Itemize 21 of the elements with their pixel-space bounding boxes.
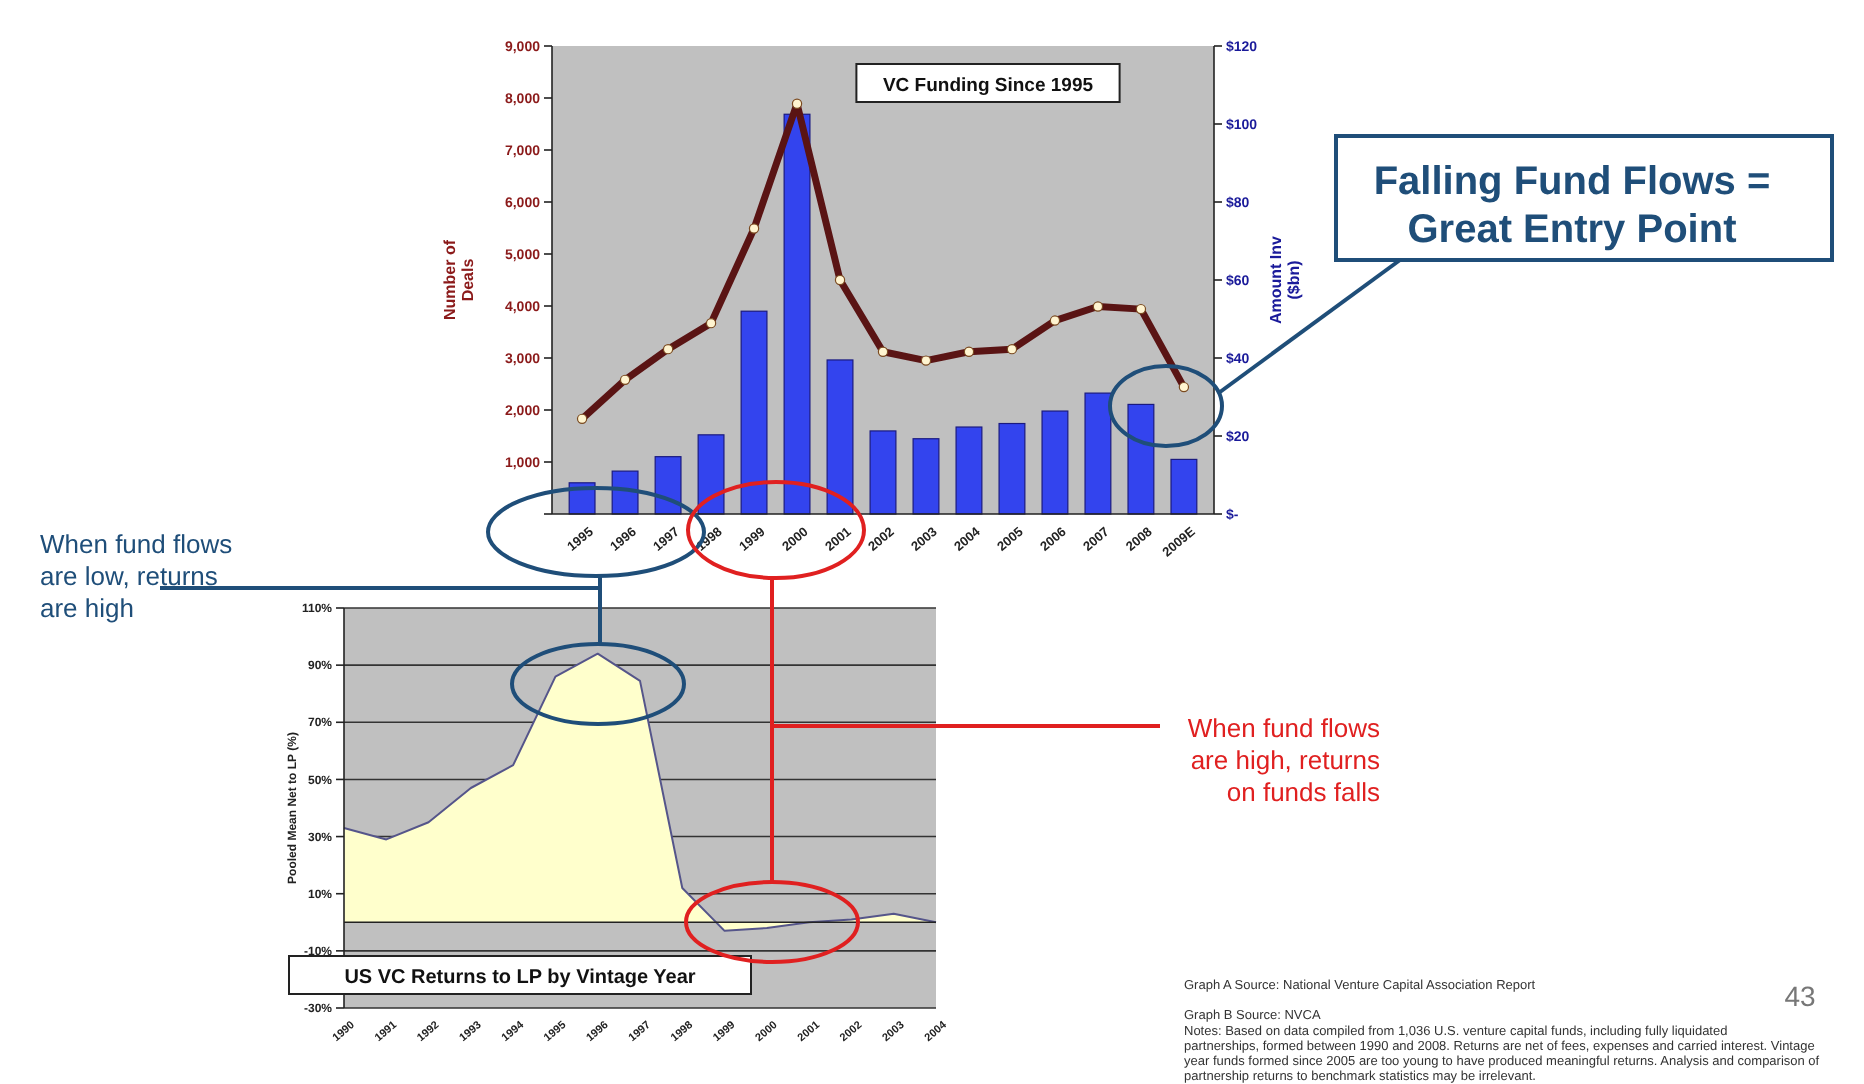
text: When fund flows are low, returns are high xyxy=(40,529,234,624)
bar xyxy=(955,426,983,515)
bar xyxy=(783,113,811,515)
y2-axis-title: Amount Inv ($bn) xyxy=(1267,234,1303,324)
bar xyxy=(740,310,768,515)
bar xyxy=(869,430,897,515)
text: When fund flows are high, returns on funds falls xyxy=(1187,713,1381,808)
bar xyxy=(998,422,1026,515)
bar xyxy=(1084,392,1112,515)
bar xyxy=(654,456,682,515)
bar xyxy=(1127,403,1155,515)
bar xyxy=(912,438,940,515)
text: 43 xyxy=(1784,979,1816,1012)
bar xyxy=(1170,458,1198,515)
text: VC Funding Since 1995 xyxy=(882,74,1095,97)
text: US VC Returns to LP by Vintage Year xyxy=(344,967,696,989)
text: Falling Fund Flows = Great Entry Point xyxy=(1373,160,1771,252)
bar xyxy=(1041,410,1069,515)
y-axis-title: Number of Deals xyxy=(441,239,477,320)
bar xyxy=(697,434,725,515)
bar xyxy=(826,359,854,515)
